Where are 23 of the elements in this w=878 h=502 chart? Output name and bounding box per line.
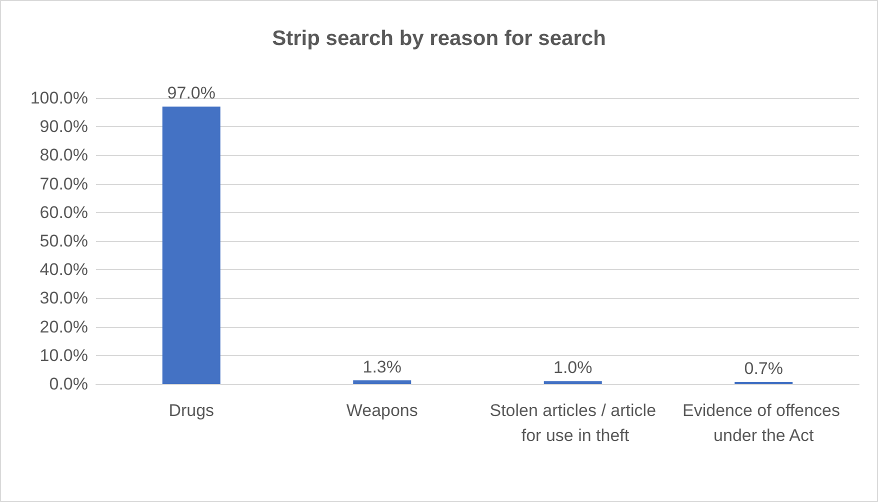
x-tick-label: Stolen articles / article for use in theft [490,401,656,445]
bar [353,380,412,384]
y-tick-label: 70.0% [40,174,88,194]
data-label: 1.3% [362,357,402,376]
bar [162,106,220,384]
y-tick-label: 0.0% [49,374,88,394]
y-tick-label: 20.0% [40,317,88,336]
data-label: 1.0% [554,358,592,378]
x-tick-label: Drugs [168,401,214,420]
y-tick-label: 40.0% [40,260,88,280]
x-tick-label: Weapons [346,401,418,420]
y-tick-label: 90.0% [40,117,88,136]
data-label: 97.0% [167,84,216,103]
y-tick-label: 60.0% [40,202,88,222]
chart-title: Strip search by reason for search [272,27,606,50]
bar [544,381,602,384]
data-label: 0.7% [744,359,783,378]
y-tick-label: 30.0% [40,288,88,308]
y-tick-label: 100.0% [30,88,88,108]
y-tick-label: 50.0% [40,232,88,250]
y-tick-label: 10.0% [40,346,88,365]
y-tick-label: 80.0% [40,146,88,165]
x-tick-label: Evidence of offences under the Act [682,401,845,445]
